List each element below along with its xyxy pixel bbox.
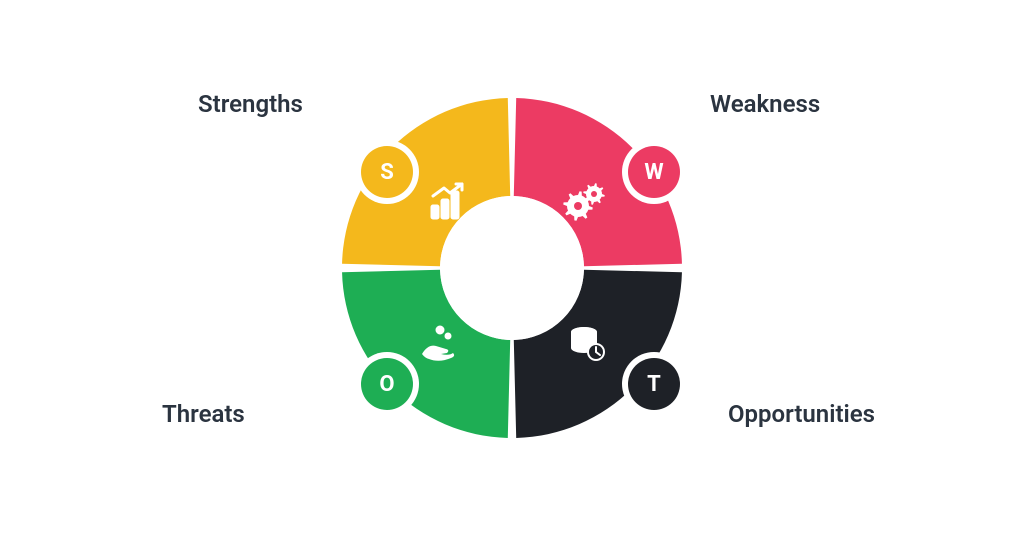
badge-threats-letter: T [647,372,661,397]
label-strengths: Strengths [198,90,303,118]
badge-threats: T [628,358,680,410]
badge-strengths: S [361,146,413,198]
donut-hole [440,196,584,340]
swot-donut [0,0,1024,536]
badge-opportunities: O [361,358,413,410]
badge-strengths-letter: S [380,160,394,185]
badge-opportunities-letter: O [379,372,394,397]
label-threats: Opportunities [728,400,875,428]
badge-weakness: W [628,146,680,198]
label-weakness: Weakness [710,90,820,118]
label-opportunities: Threats [162,400,245,428]
swot-canvas: Strengths S Weakness W Opportunities T T… [0,0,1024,536]
badge-weakness-letter: W [644,160,663,185]
